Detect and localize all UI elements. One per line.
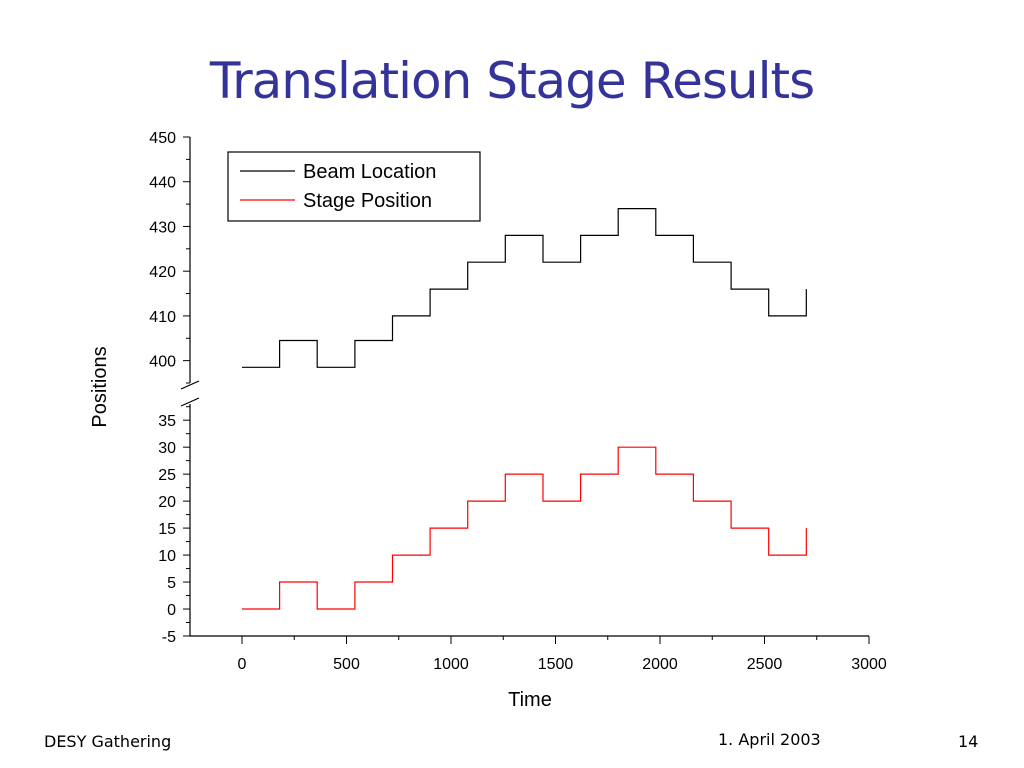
series-line-stage-position (242, 446, 807, 610)
page-number: 14 (958, 732, 979, 751)
y-axis-title: Positions (89, 346, 111, 427)
x-tick-label: 1000 (433, 656, 469, 673)
slide-title: Translation Stage Results (209, 52, 815, 110)
footer-left: DESY Gathering (44, 732, 172, 751)
x-axis-title: Time (508, 689, 552, 711)
x-tick-label: 3000 (851, 656, 887, 673)
x-tick-label: 1500 (538, 656, 574, 673)
y-lower-tick-label: 15 (158, 521, 176, 538)
x-tick-label: 0 (238, 656, 247, 673)
y-lower-tick-label: 20 (158, 494, 176, 511)
y-upper-tick-label: 450 (149, 130, 176, 147)
y-lower-tick-label: 5 (167, 575, 176, 592)
y-lower-tick-label: -5 (162, 629, 176, 646)
y-lower-tick-label: 35 (158, 413, 176, 430)
y-upper-tick-label: 400 (149, 354, 176, 371)
y-upper-tick-label: 420 (149, 264, 176, 281)
legend-label: Stage Position (303, 190, 432, 212)
x-tick-label: 500 (333, 656, 360, 673)
y-lower-tick-label: 30 (158, 440, 176, 457)
legend-label: Beam Location (303, 161, 436, 183)
x-tick-label: 2500 (747, 656, 783, 673)
axis-break-mark (180, 397, 200, 407)
y-lower-tick-label: 25 (158, 467, 176, 484)
y-lower-tick-label: 0 (167, 602, 176, 619)
y-upper-tick-label: 410 (149, 309, 176, 326)
chart-legend: Beam Location Stage Position (227, 151, 481, 222)
axis-break-mark (180, 380, 200, 390)
y-upper-tick-label: 440 (149, 175, 176, 192)
y-lower-tick-label: 10 (158, 548, 176, 565)
chart-series (242, 208, 807, 610)
legend-box (227, 151, 481, 222)
series-line-beam-location (242, 208, 807, 368)
footer-date: 1. April 2003 (718, 730, 821, 749)
chart-axes: 0 500 1000 1500 2000 2500 3000 400 410 420 430 440 4… (89, 130, 887, 711)
x-tick-label: 2000 (642, 656, 678, 673)
y-upper-tick-label: 430 (149, 219, 176, 236)
